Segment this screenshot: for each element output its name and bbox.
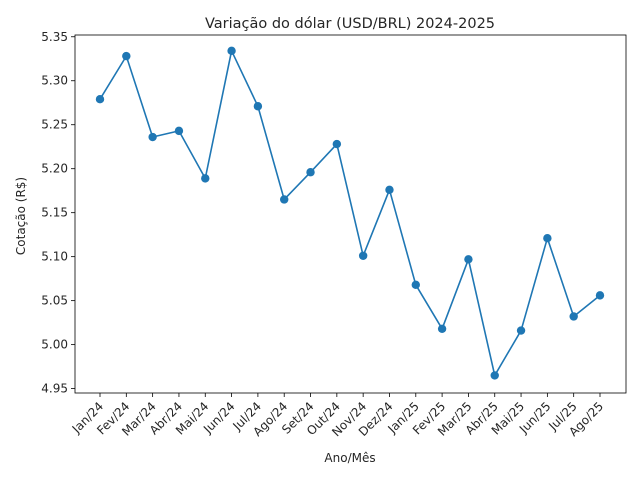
y-tick-label: 5.10: [41, 250, 68, 264]
x-axis-title: Ano/Mês: [324, 451, 375, 465]
series: [95, 46, 605, 380]
data-point: [148, 132, 157, 142]
data-point: [595, 291, 605, 300]
y-tick-label: 4.95: [41, 382, 68, 396]
data-point: [437, 324, 447, 333]
y-tick-label: 5.30: [41, 74, 68, 88]
axes: 4.955.005.055.105.155.205.255.305.35Jan/…: [41, 30, 627, 439]
data-point: [280, 195, 289, 204]
series-line: [99, 50, 601, 377]
data-point: [543, 233, 552, 243]
data-point: [95, 95, 105, 104]
chart-title: Variação do dólar (USD/BRL) 2024-2025: [205, 16, 495, 32]
data-point: [358, 251, 368, 260]
y-tick-label: 5.00: [41, 338, 68, 352]
data-point: [411, 280, 420, 290]
data-point: [516, 326, 526, 335]
y-tick-label: 5.15: [41, 206, 68, 220]
data-point: [332, 139, 342, 149]
data-point: [227, 46, 236, 56]
data-point: [174, 126, 184, 136]
y-tick-label: 5.05: [41, 294, 68, 308]
y-tick-label: 5.20: [41, 162, 68, 176]
data-point: [385, 185, 394, 195]
data-point: [569, 312, 578, 321]
y-tick-label: 5.35: [41, 30, 68, 44]
data-point: [306, 168, 315, 177]
data-point: [201, 174, 210, 183]
plot-frame: [74, 34, 627, 394]
y-tick-label: 5.25: [41, 118, 68, 132]
data-point: [464, 255, 473, 264]
y-axis-title: Cotação (R$): [14, 177, 28, 255]
data-point: [122, 51, 131, 61]
data-point: [490, 371, 499, 380]
data-point: [253, 102, 263, 111]
